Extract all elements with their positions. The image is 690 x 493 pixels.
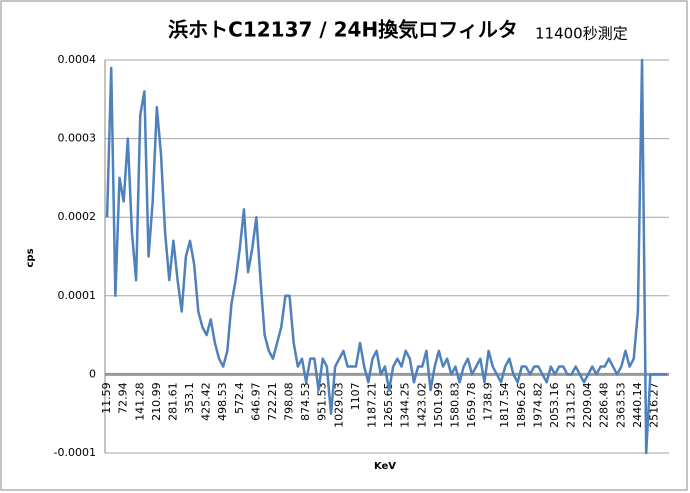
chart-subtitle: 11400秒測定	[535, 25, 628, 43]
x-tick-label: 1423.02	[415, 382, 428, 428]
x-tick-label: 2286.48	[598, 382, 611, 428]
x-tick-label: 874.53	[299, 382, 312, 421]
y-tick-label: 0.0001	[58, 289, 97, 302]
x-tick-label: 72.94	[117, 382, 130, 414]
x-tick-label: 1659.78	[465, 382, 478, 428]
x-tick-label: 1265.65	[382, 382, 395, 428]
y-tick-label: 0.0003	[58, 132, 97, 145]
x-tick-label: 141.28	[133, 382, 146, 421]
x-tick-label: 1974.82	[531, 382, 544, 428]
x-tick-label: 722.21	[266, 382, 279, 421]
x-tick-label: 1107	[349, 382, 362, 410]
x-tick-label: 353.1	[183, 382, 196, 414]
x-tick-label: 210.99	[150, 382, 163, 421]
x-tick-label: 2053.16	[548, 382, 561, 428]
x-tick-label: 572.4	[233, 382, 246, 414]
x-tick-label: 1501.99	[432, 382, 445, 428]
x-tick-label: 425.42	[200, 382, 213, 421]
x-tick-label: 646.97	[249, 382, 262, 421]
x-tick-label: 1580.83	[448, 382, 461, 428]
data-line	[105, 58, 667, 455]
y-tick-label: 0	[89, 367, 96, 380]
x-tick-label: 1029.03	[332, 382, 345, 428]
x-tick-label: 2209.04	[581, 382, 594, 428]
y-axis-label: cps	[25, 248, 36, 267]
x-tick-label: 1817.54	[498, 382, 511, 428]
y-tick-label: 0.0002	[58, 210, 97, 223]
x-tick-label: 281.61	[166, 382, 179, 421]
x-tick-label: 2440.14	[631, 382, 644, 428]
x-axis-label: KeV	[374, 461, 396, 472]
x-tick-label: 951.53	[316, 382, 329, 421]
x-tick-label: 1187.21	[365, 382, 378, 428]
x-tick-label: 2131.25	[565, 382, 578, 428]
x-tick-label: 798.08	[283, 382, 296, 421]
x-tick-label: 498.53	[216, 382, 229, 421]
x-tick-label: 1896.26	[515, 382, 528, 428]
x-tick-label: 1738.9	[482, 382, 495, 421]
y-tick-label: 0.0004	[58, 53, 97, 66]
chart-title: 浜ホトC12137 / 24H換気ロフィルタ	[168, 18, 518, 42]
x-tick-label: 2363.53	[614, 382, 627, 428]
y-tick-label: -0.0001	[54, 446, 96, 459]
x-tick-label: 1344.25	[399, 382, 412, 428]
x-tick-label: 11.59	[100, 382, 113, 414]
x-tick-label: 2516.27	[647, 382, 660, 428]
